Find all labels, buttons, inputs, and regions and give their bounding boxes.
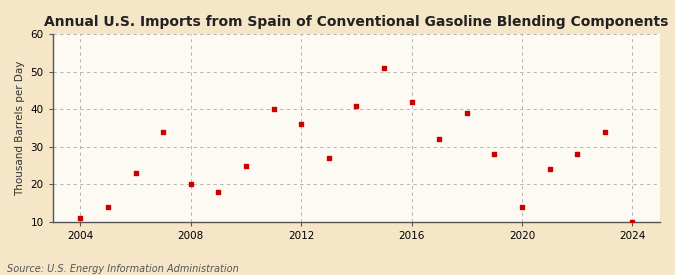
- Title: Annual U.S. Imports from Spain of Conventional Gasoline Blending Components: Annual U.S. Imports from Spain of Conven…: [44, 15, 668, 29]
- Point: [627, 219, 638, 224]
- Point: [516, 205, 527, 209]
- Point: [103, 205, 113, 209]
- Point: [489, 152, 500, 156]
- Point: [268, 107, 279, 111]
- Point: [434, 137, 445, 141]
- Point: [323, 156, 334, 160]
- Text: Source: U.S. Energy Information Administration: Source: U.S. Energy Information Administ…: [7, 264, 238, 274]
- Point: [544, 167, 555, 171]
- Point: [240, 163, 251, 168]
- Point: [75, 216, 86, 220]
- Point: [130, 171, 141, 175]
- Point: [296, 122, 306, 127]
- Point: [186, 182, 196, 186]
- Point: [158, 130, 169, 134]
- Point: [462, 111, 472, 115]
- Point: [572, 152, 583, 156]
- Y-axis label: Thousand Barrels per Day: Thousand Barrels per Day: [15, 60, 25, 196]
- Point: [599, 130, 610, 134]
- Point: [351, 103, 362, 108]
- Point: [213, 189, 223, 194]
- Point: [379, 66, 389, 70]
- Point: [406, 100, 417, 104]
